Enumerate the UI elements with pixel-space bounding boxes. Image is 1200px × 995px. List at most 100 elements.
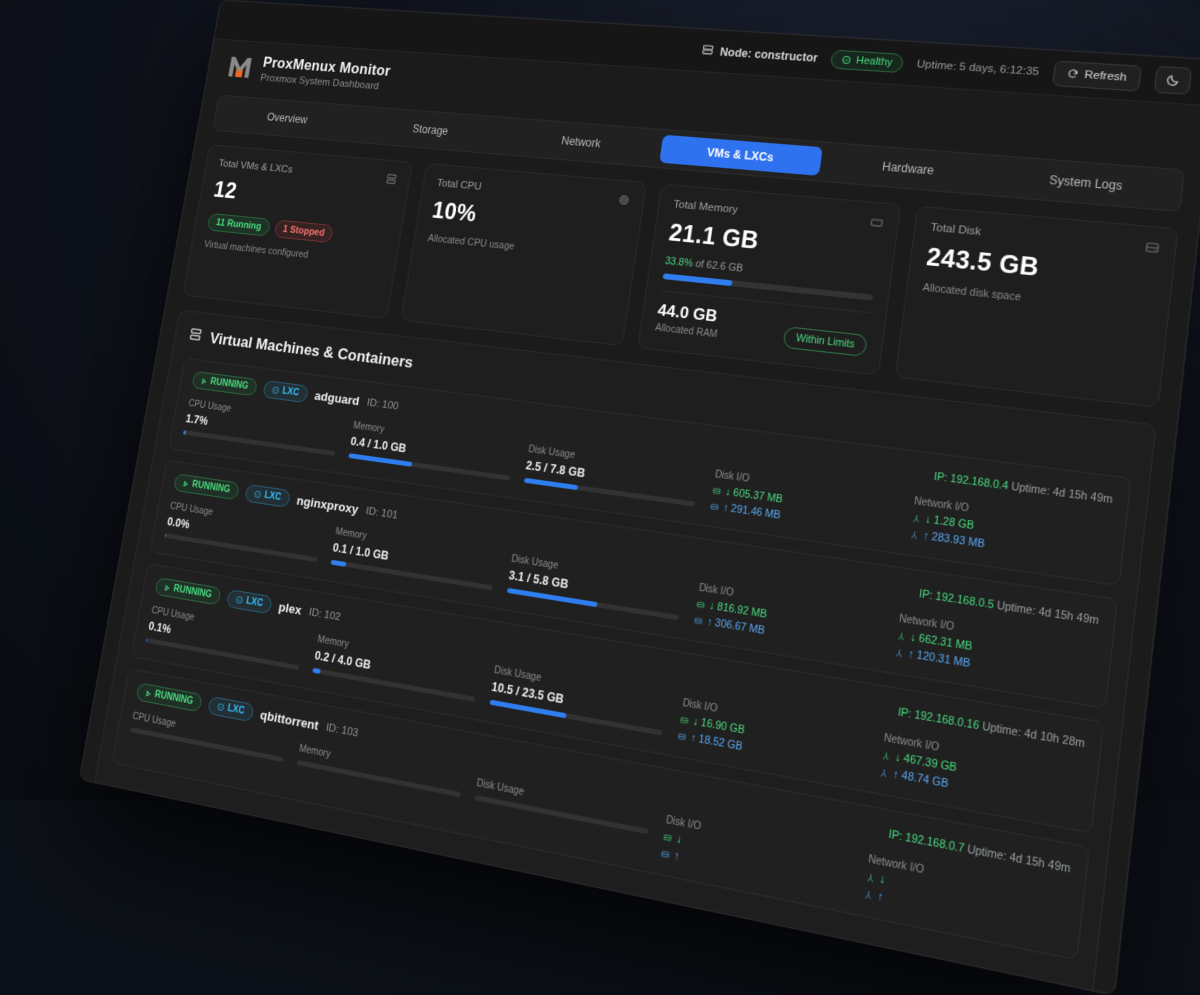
status-label: RUNNING [210, 377, 249, 392]
net-io-up-value: 48.74 GB [901, 769, 949, 790]
vm-ip-uptime: IP: 192.168.0.4 Uptime: 4d 15h 49m [933, 470, 1113, 506]
hard-drive-icon [677, 731, 687, 742]
disk-io-up-value [678, 850, 680, 863]
metric-cpu: CPU Usage 1.7% [183, 399, 341, 459]
container-icon [253, 490, 262, 499]
hard-drive-icon [661, 848, 671, 859]
status-badge-healthy: Healthy [830, 49, 905, 72]
badge-running-count: 11 Running [207, 213, 271, 237]
status-badge: RUNNING [154, 577, 221, 605]
memory-usage-total: of 62.6 GB [692, 258, 744, 274]
container-icon [216, 702, 225, 712]
status-label: RUNNING [173, 584, 213, 601]
card-total-memory: Total Memory 21.1 GB 33.8% of 62.6 GB 44… [637, 184, 901, 376]
memory-usage-percent: 33.8% [664, 255, 693, 269]
network-icon [909, 529, 919, 540]
proxmenux-m-logo-icon [224, 52, 256, 83]
tab-storage[interactable]: Storage [357, 111, 505, 149]
vm-ip: IP: 192.168.0.5 [918, 587, 994, 611]
metric-memory: Memory 0.4 / 1.0 GB [348, 421, 515, 484]
status-badge: RUNNING [191, 371, 257, 396]
metric-disk: Disk Usage 3.1 / 5.8 GB [506, 554, 684, 624]
card-total-cpu: Total CPU 10% Allocated CPU usage [400, 163, 647, 346]
type-badge: LXC [262, 380, 309, 403]
vm-name: plex [277, 600, 302, 618]
metric-network-io: Network I/O ↓ 1.28 GB ↑ 283.93 MB [909, 496, 1110, 568]
play-icon [182, 479, 190, 487]
metric-disk-io: Disk I/O ↓ 605.37 MB ↑ 291.46 MB [710, 469, 899, 537]
play-icon [163, 583, 171, 591]
network-icon [881, 750, 892, 761]
net-io-up-value: 120.31 MB [916, 649, 971, 670]
vm-name: nginxproxy [296, 493, 360, 516]
vm-name: qbittorrent [259, 707, 320, 732]
net-io-up-value [882, 891, 884, 904]
metric-memory: Memory 0.1 / 1.0 GB [330, 527, 498, 593]
disk-io-up-value: 291.46 MB [730, 503, 781, 522]
vm-ip: IP: 192.168.0.4 [933, 470, 1009, 492]
hard-drive-icon [680, 715, 690, 726]
type-badge: LXC [207, 696, 254, 722]
network-icon [863, 889, 874, 901]
vm-id: ID: 102 [308, 606, 342, 623]
perspective-stage: Node: constructor Healthy Uptime: 5 days… [0, 0, 1200, 800]
refresh-label: Refresh [1084, 69, 1128, 83]
type-label: LXC [245, 596, 263, 609]
play-icon [200, 377, 208, 385]
vm-list-panel: Virtual Machines & Containers RUNNING LX… [92, 309, 1156, 995]
type-badge: LXC [244, 484, 291, 508]
vm-ip: IP: 192.168.0.16 [897, 705, 980, 731]
hard-drive-icon [696, 599, 706, 609]
vm-ip: IP: 192.168.0.7 [888, 828, 965, 855]
refresh-button[interactable]: Refresh [1052, 60, 1142, 91]
type-label: LXC [227, 703, 245, 717]
net-io-down-value [884, 874, 886, 887]
node-label: Node: constructor [719, 45, 818, 64]
network-icon [866, 872, 877, 884]
vm-uptime: Uptime: 4d 15h 49m [967, 842, 1072, 875]
memory-stick-icon [868, 215, 884, 235]
metric-disk: Disk Usage 2.5 / 7.8 GB [523, 444, 701, 509]
type-label: LXC [282, 386, 300, 398]
network-icon [896, 630, 906, 641]
server-icon [701, 43, 715, 58]
vm-name: adguard [313, 389, 360, 409]
server-stack-icon [384, 172, 399, 190]
hard-drive-icon [663, 832, 673, 843]
network-icon [911, 513, 921, 523]
check-circle-icon [841, 54, 852, 64]
vm-uptime: Uptime: 4d 10h 28m [981, 720, 1085, 750]
tab-overview[interactable]: Overview [218, 100, 359, 137]
node-info: Node: constructor [701, 43, 819, 65]
status-label: RUNNING [191, 480, 231, 496]
disk-io-down-value: 605.37 MB [732, 487, 783, 506]
card-total-disk: Total Disk 243.5 GB Allocated disk space [895, 206, 1179, 408]
refresh-icon [1066, 68, 1079, 79]
net-io-up-value: 283.93 MB [931, 531, 985, 551]
vm-id: ID: 101 [365, 505, 399, 521]
vm-uptime: Uptime: 4d 15h 49m [1011, 480, 1114, 506]
card-total-vms-value: 12 [212, 177, 394, 219]
metric-cpu: CPU Usage 0.0% [164, 501, 323, 565]
container-icon [235, 595, 244, 605]
type-label: LXC [264, 490, 282, 503]
net-io-down-value: 1.28 GB [933, 514, 975, 532]
badge-within-limits: Within Limits [783, 326, 868, 357]
disk-io-up-value: 306.67 MB [714, 617, 765, 637]
status-badge: RUNNING [135, 682, 202, 712]
vm-id: ID: 103 [325, 721, 359, 739]
cpu-chip-icon [616, 193, 631, 212]
badge-stopped-count: 1 Stopped [273, 219, 334, 243]
theme-toggle-button[interactable] [1154, 66, 1192, 95]
hard-drive-icon [712, 486, 722, 496]
memory-allocated-value: 44.0 GB [656, 301, 721, 327]
card-total-vms: Total VMs & LXCs 12 11 Running 1 Stopped… [182, 144, 413, 319]
network-icon [879, 767, 890, 778]
hard-drive-icon [694, 615, 704, 625]
network-icon [894, 647, 904, 658]
vm-rows-container: RUNNING LXC adguard ID: 100 IP: 192.168.… [112, 358, 1132, 961]
moon-icon [1165, 73, 1180, 87]
hard-drive-icon [1143, 240, 1160, 261]
uptime-label: Uptime: 5 days, 6:12:35 [916, 58, 1040, 77]
server-stack-icon [187, 326, 204, 347]
